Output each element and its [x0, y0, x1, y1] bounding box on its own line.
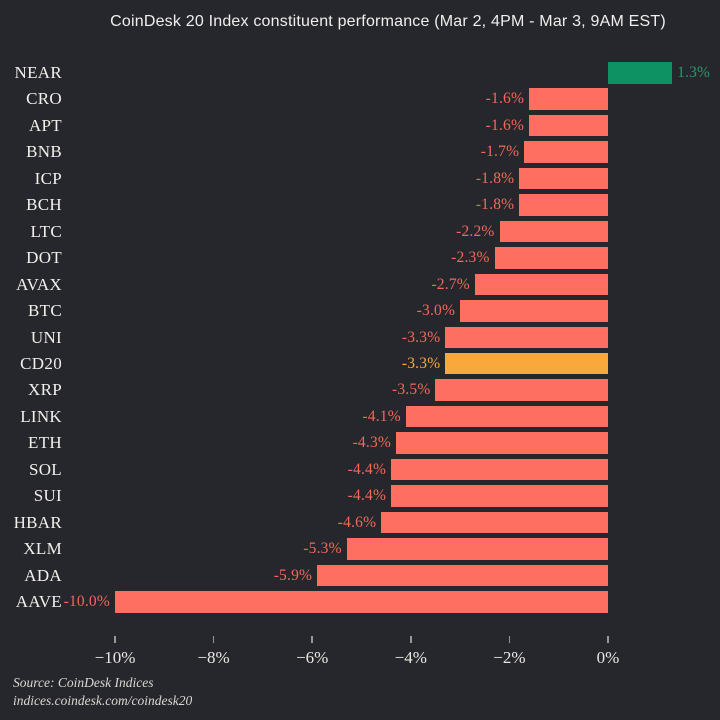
value-label-apt: -1.6% — [485, 116, 525, 134]
x-tick-mark — [114, 636, 116, 643]
bar-ada — [317, 564, 608, 587]
category-label-bnb: BNB — [26, 142, 62, 162]
bar-near — [608, 62, 673, 84]
x-tick-mark — [410, 636, 412, 643]
category-label-bch: BCH — [26, 195, 62, 215]
category-label-ltc: LTC — [30, 221, 62, 241]
x-tick-mark — [508, 636, 511, 643]
value-label-bnb: -1.7% — [480, 143, 520, 161]
value-label-eth: -4.3% — [352, 434, 392, 452]
x-tick-mark — [311, 636, 313, 643]
value-label-near: 1.3% — [677, 64, 711, 81]
category-label-apt: APT — [28, 115, 62, 135]
value-label-bch: -1.8% — [475, 196, 515, 214]
value-label-uni: -3.3% — [401, 328, 441, 346]
value-label-xlm: -5.3% — [303, 540, 342, 558]
value-label-xrp: -3.5% — [392, 381, 431, 399]
bar-link — [405, 405, 608, 428]
category-label-hbar: HBAR — [13, 512, 62, 532]
category-label-cd20: CD20 — [20, 353, 62, 373]
x-tick-label: −4% — [394, 648, 427, 667]
category-label-cro: CRO — [26, 89, 62, 109]
category-label-btc: BTC — [28, 301, 62, 321]
bar-sol — [391, 458, 608, 481]
value-label-btc: -3.0% — [416, 302, 456, 320]
x-tick-label: −2% — [493, 648, 526, 667]
x-tick-label: −10% — [94, 648, 136, 667]
category-label-avax: AVAX — [16, 274, 62, 294]
category-label-sol: SOL — [28, 459, 62, 479]
bar-bnb — [524, 141, 608, 163]
value-label-ada: -5.9% — [273, 566, 313, 584]
chart-title: CoinDesk 20 Index constituent performanc… — [110, 13, 666, 30]
source-line-1: Source: CoinDesk Indices — [13, 675, 154, 690]
bar-icp — [519, 167, 608, 190]
value-label-cd20: -3.3% — [401, 354, 441, 372]
x-tick-label: −8% — [197, 648, 230, 667]
value-label-dot: -2.3% — [451, 249, 490, 267]
bar-ltc — [499, 220, 608, 243]
category-label-ada: ADA — [24, 565, 62, 585]
bar-avax — [474, 273, 608, 296]
category-label-uni: UNI — [30, 327, 62, 347]
value-label-sui: -4.4% — [347, 487, 387, 505]
bar-xlm — [346, 538, 608, 560]
bar-hbar — [381, 511, 608, 534]
category-label-xlm: XLM — [23, 539, 62, 559]
bar-aave — [115, 591, 608, 613]
x-tick-label: −6% — [296, 648, 329, 667]
value-label-ltc: -2.2% — [456, 222, 495, 240]
bar-xrp — [435, 379, 608, 401]
value-label-icp: -1.8% — [475, 169, 515, 187]
bar-eth — [396, 432, 608, 454]
value-label-sol: -4.4% — [347, 460, 387, 478]
bar-btc — [460, 300, 608, 322]
x-tick-mark — [607, 636, 609, 643]
category-label-xrp: XRP — [28, 380, 62, 400]
bar-cd20 — [445, 352, 608, 375]
source-note: Source: CoinDesk Indices indices.coindes… — [13, 674, 192, 709]
value-label-cro: -1.6% — [485, 90, 525, 108]
bar-uni — [445, 326, 608, 348]
category-label-aave: AAVE — [15, 592, 62, 611]
category-label-icp: ICP — [34, 168, 62, 188]
value-label-link: -4.1% — [362, 407, 401, 425]
value-label-hbar: -4.6% — [337, 513, 377, 531]
category-label-near: NEAR — [14, 63, 62, 82]
value-label-avax: -2.7% — [431, 275, 470, 293]
bar-sui — [391, 485, 608, 507]
bar-apt — [529, 114, 608, 137]
x-tick-label: 0% — [596, 648, 620, 667]
category-label-link: LINK — [20, 406, 62, 426]
category-label-dot: DOT — [26, 248, 62, 268]
category-label-eth: ETH — [28, 433, 62, 453]
bar-bch — [519, 194, 608, 216]
value-label-aave: -10.0% — [63, 593, 110, 610]
x-tick-mark — [212, 636, 215, 643]
category-label-sui: SUI — [33, 486, 62, 506]
bar-cro — [529, 88, 608, 110]
source-line-2: indices.coindesk.com/coindesk20 — [13, 692, 193, 708]
bar-dot — [494, 247, 608, 269]
